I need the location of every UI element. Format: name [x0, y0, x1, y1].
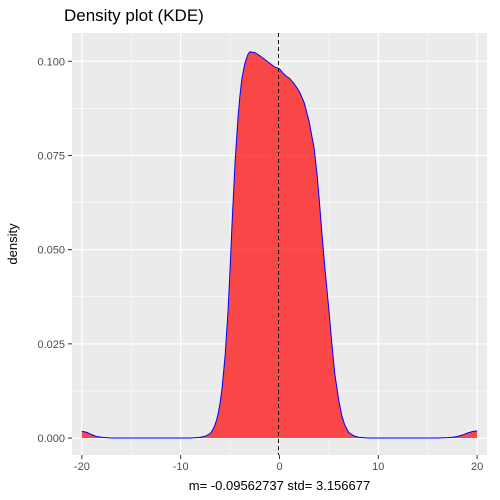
y-tick-label: 0.100 — [37, 56, 65, 68]
x-tick-label: -20 — [74, 461, 90, 473]
chart-title: Density plot (KDE) — [64, 6, 204, 25]
x-tick-label: 0 — [276, 461, 282, 473]
x-tick-label: 10 — [372, 461, 384, 473]
y-tick-label: 0.075 — [37, 150, 65, 162]
density-area — [81, 51, 478, 439]
y-tick-label: 0.050 — [37, 245, 65, 257]
x-tick-label: -10 — [173, 461, 189, 473]
x-tick-label: 20 — [471, 461, 483, 473]
density-area-group — [81, 51, 478, 439]
axis-ticks: -20 -10 0 10 20 0.000 0.025 0.050 0.075 0.100 — [37, 56, 483, 473]
y-tick-label: 0.000 — [37, 433, 65, 445]
y-axis-title: density — [5, 223, 20, 265]
y-tick-label: 0.025 — [37, 339, 65, 351]
density-line — [81, 51, 478, 439]
x-axis-title: m= -0.09562737 std= 3.156677 — [189, 478, 370, 493]
